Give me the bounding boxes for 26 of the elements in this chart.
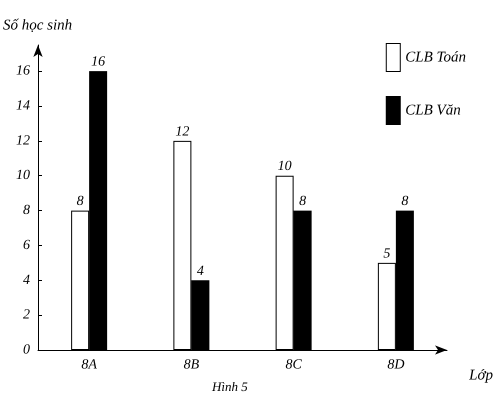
data-label: 8 — [299, 194, 306, 210]
y-axis-title: Số học sinh — [3, 18, 72, 34]
x-tick-label: 8A — [81, 358, 98, 372]
data-label: 16 — [91, 54, 106, 70]
y-tick-label: 6 — [23, 238, 30, 253]
x-tick-label: 8D — [387, 358, 404, 372]
legend-label: CLB Toán — [405, 50, 466, 66]
x-tick-label: 8B — [184, 358, 200, 372]
x-axis-title: Lớp — [468, 368, 494, 384]
y-tick-label: 16 — [16, 64, 30, 79]
data-label: 8 — [401, 194, 408, 210]
legend-label: CLB Văn — [405, 102, 461, 118]
y-tick-label: 12 — [16, 133, 30, 148]
data-label: 12 — [175, 124, 190, 140]
y-tick-label: 2 — [23, 308, 30, 323]
y-tick-label: 10 — [16, 168, 30, 184]
text: Hình 5 — [211, 379, 248, 394]
y-tick-label: 14 — [16, 98, 30, 114]
y-tick-label: 8 — [23, 203, 30, 218]
data-label: 10 — [278, 159, 292, 174]
data-label: 8 — [76, 194, 84, 210]
data-label: 4 — [196, 264, 204, 279]
data-label: 5 — [383, 246, 390, 262]
y-tick-label: 0 — [23, 342, 30, 358]
y-tick-label: 4 — [23, 272, 30, 288]
x-tick-label: 8C — [285, 358, 302, 372]
